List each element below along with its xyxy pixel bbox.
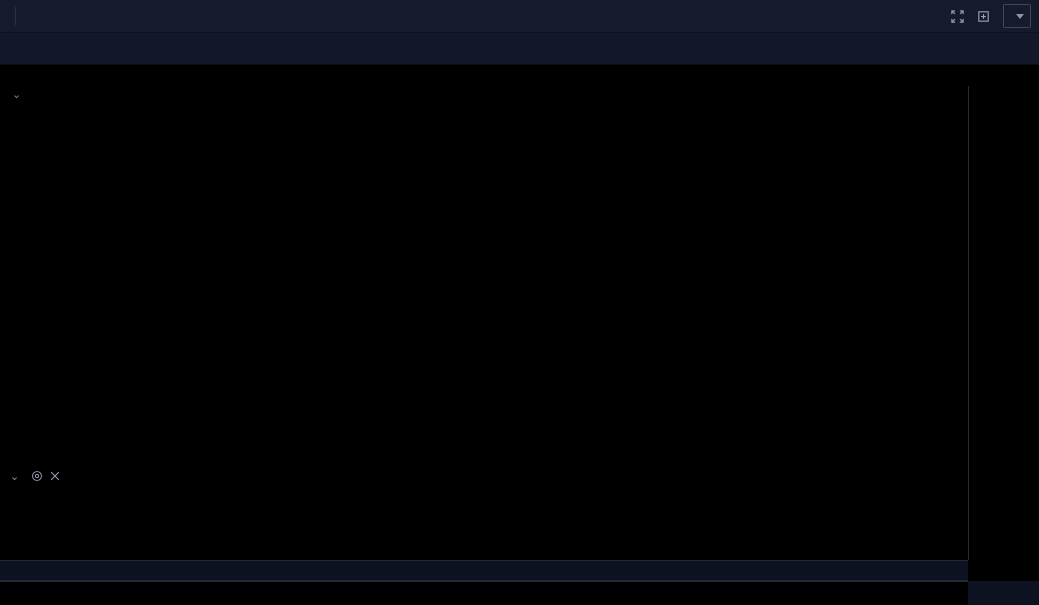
indicator-tab-bar: [0, 560, 968, 581]
chart-collapse-icon[interactable]: ⌄: [12, 89, 22, 101]
fullscreen-icon[interactable]: [945, 4, 969, 28]
price-axis[interactable]: [968, 86, 1039, 560]
snapshot-icon[interactable]: [971, 4, 995, 28]
ohlc-info-bar: [0, 65, 1039, 86]
chevron-down-icon: [1016, 13, 1024, 19]
candlestick-canvas: [0, 86, 968, 466]
candlestick-chart[interactable]: ⌄: [0, 86, 968, 466]
window-mode-button[interactable]: [1003, 4, 1031, 28]
toolbar-left-group: [0, 0, 8, 33]
obv-canvas: [0, 466, 968, 560]
toolbar-divider: [15, 7, 16, 25]
obv-indicator-panel[interactable]: [0, 466, 968, 560]
drawing-toolbar: [0, 33, 1039, 65]
toolbar-right-group: [931, 0, 1039, 33]
chevron-down-icon[interactable]: ⌄: [10, 470, 20, 483]
gear-icon[interactable]: [31, 469, 43, 483]
refresh-rate-label[interactable]: [931, 0, 943, 33]
axis-scale-controls: [968, 581, 1039, 604]
top-toolbar: [0, 0, 1039, 33]
time-axis[interactable]: [0, 581, 968, 605]
obv-header: ⌄: [0, 467, 73, 485]
close-icon[interactable]: [49, 469, 61, 483]
